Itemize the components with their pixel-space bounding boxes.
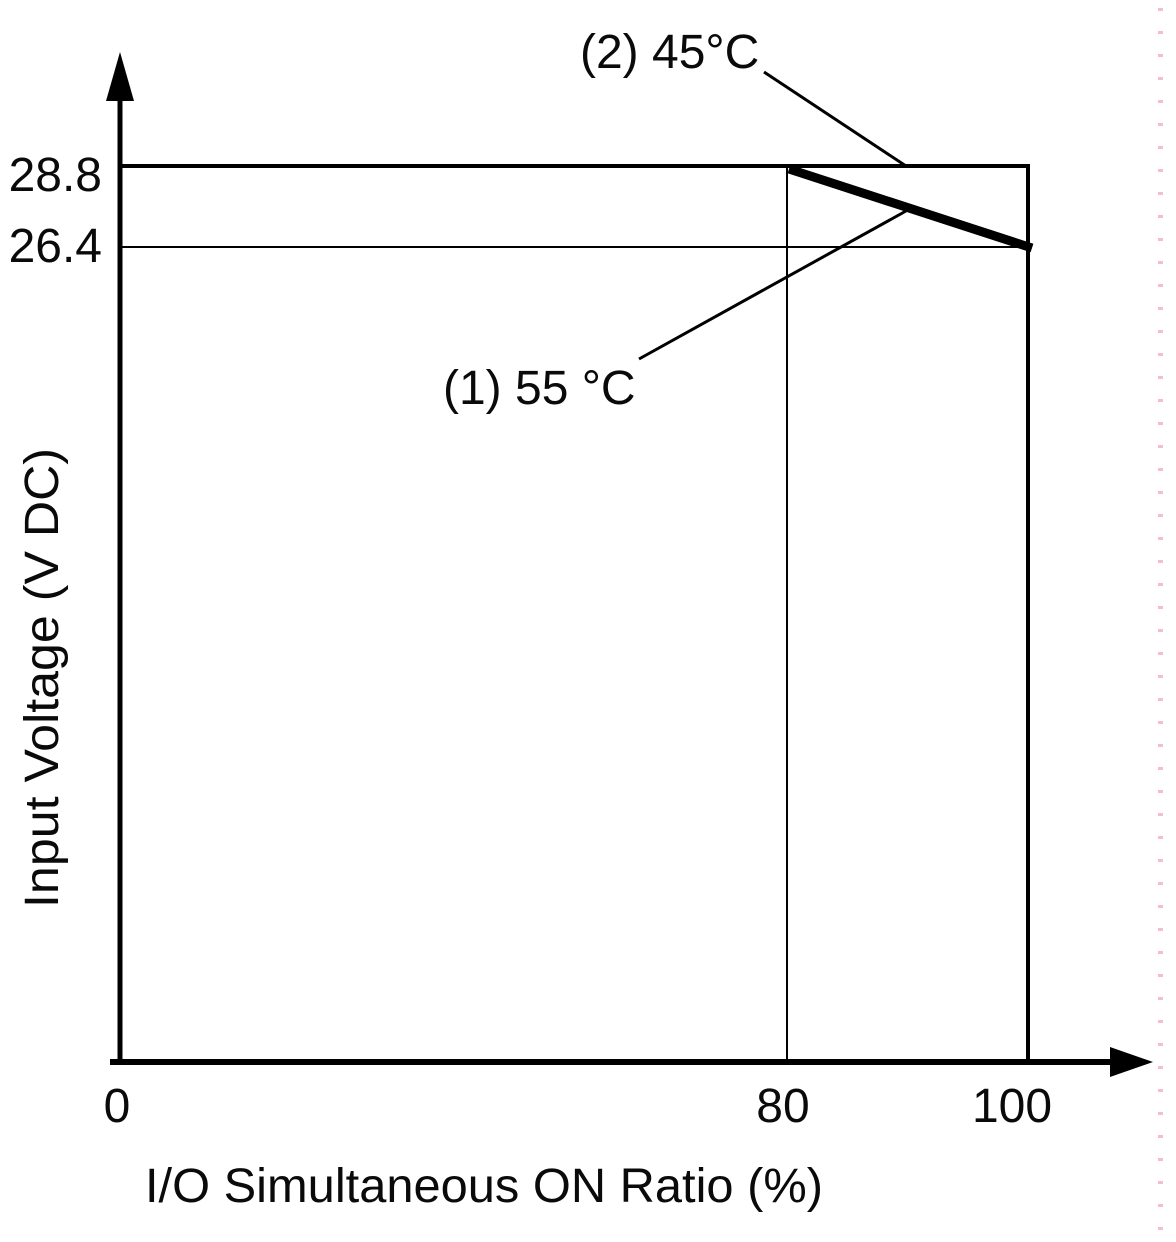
x-axis-arrow-icon [1110, 1047, 1153, 1077]
leader-line-45c [763, 70, 907, 168]
y-axis-arrow-icon [106, 52, 134, 101]
annotation-45c-label: (2) 45°C [580, 26, 759, 79]
x-axis-title: I/O Simultaneous ON Ratio (%) [145, 1160, 823, 1213]
y-tick-28-8: 28.8 [9, 149, 102, 202]
y-tick-26-4: 26.4 [9, 220, 102, 273]
y-axis-title: Input Voltage (V DC) [16, 448, 69, 908]
x-tick-80: 80 [756, 1080, 809, 1133]
annotation-55c-label: (1) 55 °C [443, 362, 636, 415]
x-tick-0: 0 [104, 1080, 131, 1133]
leader-line-55c [638, 209, 907, 361]
x-tick-100: 100 [972, 1080, 1052, 1133]
series-55c-derating-segment [787, 164, 1034, 253]
